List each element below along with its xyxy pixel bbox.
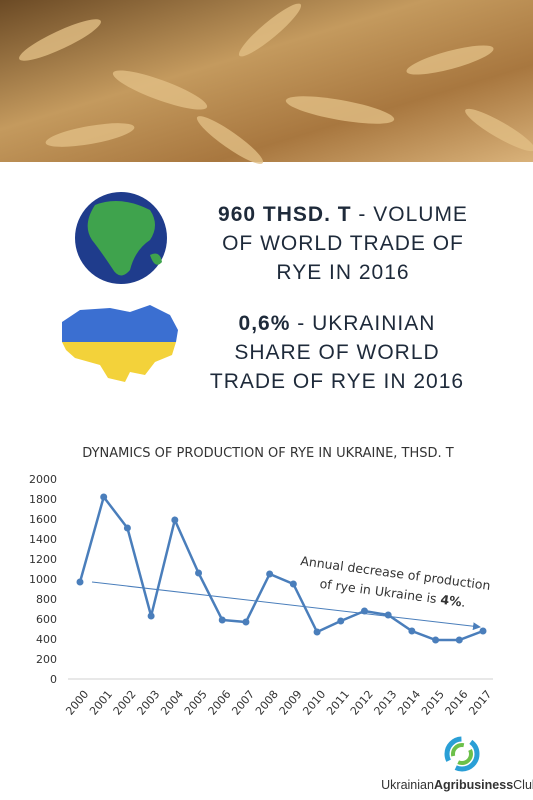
annotation-bold: 4% xyxy=(440,592,463,610)
fact-text: 960 THSD. T - VOLUME OF WORLD TRADE OF RYE… xyxy=(218,203,468,284)
data-point xyxy=(313,628,321,636)
data-point xyxy=(384,611,392,619)
annotation: Annual decrease of productionof rye in U… xyxy=(297,553,491,613)
globe-icon xyxy=(75,192,167,284)
y-tick-label: 1400 xyxy=(29,533,57,546)
data-point xyxy=(289,580,297,588)
data-point xyxy=(76,578,84,586)
x-tick-label: 2009 xyxy=(277,688,305,718)
data-point xyxy=(100,493,108,501)
fact-bold: 0,6% xyxy=(239,312,291,335)
data-line xyxy=(78,494,484,642)
y-tick-label: 2000 xyxy=(29,473,57,486)
y-tick-label: 1600 xyxy=(29,513,57,526)
logo-part: Ukrainian xyxy=(381,778,434,792)
data-point xyxy=(171,516,179,524)
x-tick-label: 2016 xyxy=(443,688,471,718)
logo-part: Agribusiness xyxy=(434,778,513,792)
fact-line: TRADE OF RYE IN 2016 xyxy=(210,370,464,393)
data-point xyxy=(195,569,203,577)
x-tick-label: 2013 xyxy=(372,688,400,718)
logo: UkrainianAgribusinessClub xyxy=(381,736,533,792)
x-tick-label: 2001 xyxy=(87,688,115,718)
logo-text: UkrainianAgribusinessClub xyxy=(381,778,533,792)
fact-line: - UKRAINIAN xyxy=(290,312,435,335)
fact-line: RYE IN 2016 xyxy=(276,261,409,284)
fact-bold: 960 THSD. T xyxy=(218,203,352,226)
y-tick-label: 600 xyxy=(36,613,57,626)
wheat-photo xyxy=(0,0,533,164)
logo-part: Club xyxy=(513,778,533,792)
y-tick-label: 1200 xyxy=(29,553,57,566)
y-tick-label: 200 xyxy=(36,653,57,666)
ukraine-map xyxy=(62,305,178,382)
fact-line: OF WORLD TRADE OF xyxy=(222,232,464,255)
x-tick-label: 2000 xyxy=(63,688,91,718)
x-tick-label: 2003 xyxy=(134,688,162,718)
x-tick-label: 2014 xyxy=(395,688,423,718)
data-point xyxy=(479,627,487,635)
chart: DYNAMICS OF PRODUCTION OF RYE IN UKRAINE… xyxy=(29,446,494,718)
fact-line: - VOLUME xyxy=(352,203,468,226)
data-point xyxy=(360,607,368,615)
x-tick-label: 2002 xyxy=(111,688,139,718)
x-tick-label: 2017 xyxy=(466,688,494,718)
data-point xyxy=(123,524,131,532)
y-tick-label: 1800 xyxy=(29,493,57,506)
x-tick-label: 2007 xyxy=(229,688,257,718)
chart-title: DYNAMICS OF PRODUCTION OF RYE IN UKRAINE… xyxy=(82,446,454,461)
y-tick-label: 0 xyxy=(50,673,57,686)
x-tick-label: 2012 xyxy=(348,688,376,718)
y-tick-label: 1000 xyxy=(29,573,57,586)
x-tick-label: 2005 xyxy=(182,688,210,718)
x-tick-label: 2010 xyxy=(300,688,328,718)
data-point xyxy=(337,617,345,625)
data-point xyxy=(218,616,226,624)
y-tick-label: 800 xyxy=(36,593,57,606)
data-point xyxy=(242,618,250,626)
data-point xyxy=(147,612,155,620)
annotation-end: . xyxy=(461,594,467,609)
x-tick-label: 2008 xyxy=(253,688,281,718)
data-point xyxy=(432,636,440,644)
data-point xyxy=(266,570,274,578)
x-tick-label: 2004 xyxy=(158,688,186,718)
x-tick-label: 2015 xyxy=(419,688,447,718)
data-point xyxy=(408,627,416,635)
y-tick-label: 400 xyxy=(36,633,57,646)
x-tick-label: 2011 xyxy=(324,688,352,718)
trend-arrow xyxy=(91,581,481,631)
data-point xyxy=(455,636,463,644)
fact-line: SHARE OF WORLD xyxy=(234,341,439,364)
fact-text: 0,6% - UKRAINIAN SHARE OF WORLD TRADE OF R… xyxy=(210,312,464,393)
x-tick-label: 2006 xyxy=(206,688,234,718)
